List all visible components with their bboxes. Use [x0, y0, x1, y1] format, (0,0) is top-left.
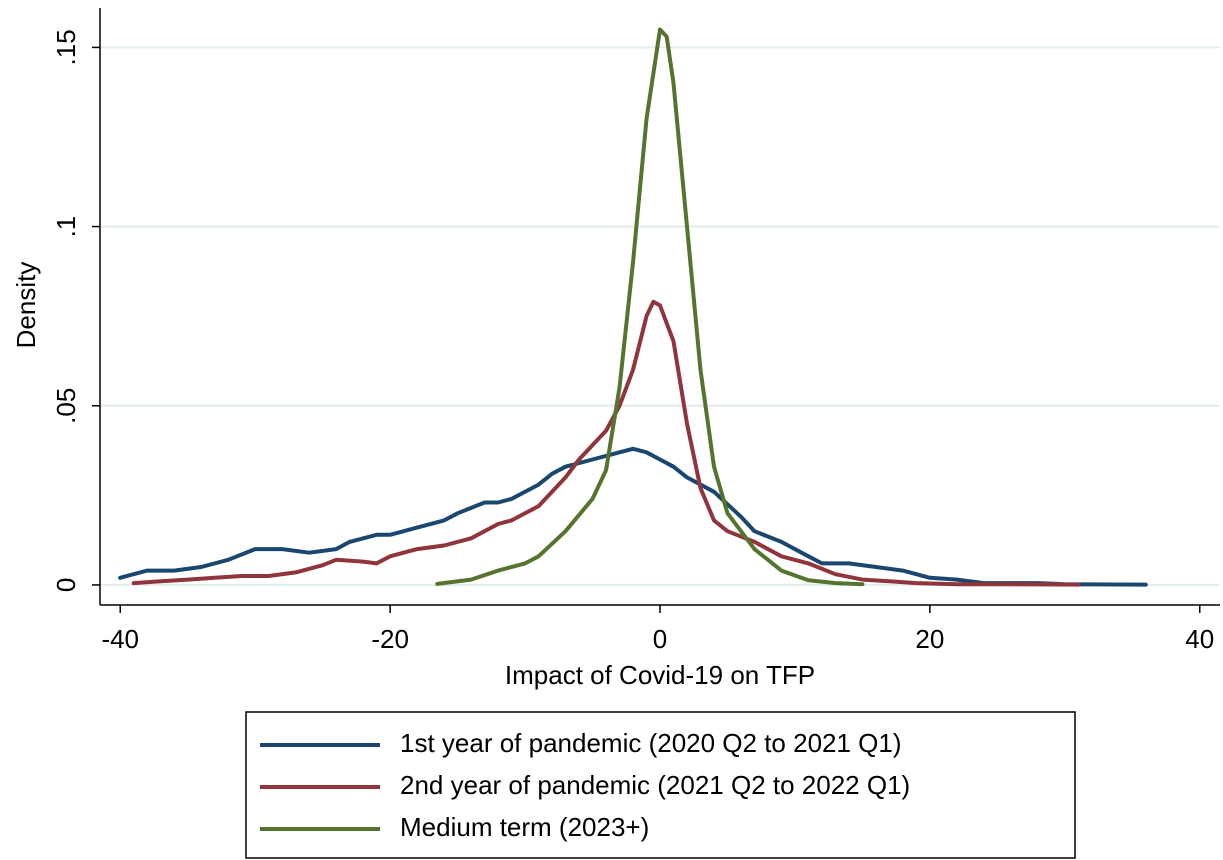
y-tick-label: 0 — [51, 578, 81, 592]
series-line — [435, 27, 865, 587]
x-axis-title: Impact of Covid-19 on TFP — [505, 660, 815, 690]
x-tick-label: -20 — [371, 624, 409, 654]
y-tick-label: .15 — [51, 29, 81, 65]
legend-box — [245, 711, 1076, 859]
legend-label: 1st year of pandemic (2020 Q2 to 2021 Q1… — [400, 728, 902, 758]
series-line — [118, 446, 1148, 587]
y-axis-title: Density — [11, 262, 41, 349]
x-tick-label: 40 — [1185, 624, 1214, 654]
y-tick-label: .1 — [51, 216, 81, 238]
y-tick-label: .05 — [51, 388, 81, 424]
x-tick-label: 0 — [653, 624, 667, 654]
legend-label: 2nd year of pandemic (2021 Q2 to 2022 Q1… — [400, 770, 910, 800]
x-tick-label: -40 — [101, 624, 139, 654]
x-tick-label: 20 — [915, 624, 944, 654]
series-line — [131, 299, 1081, 587]
legend-label: Medium term (2023+) — [400, 812, 649, 842]
